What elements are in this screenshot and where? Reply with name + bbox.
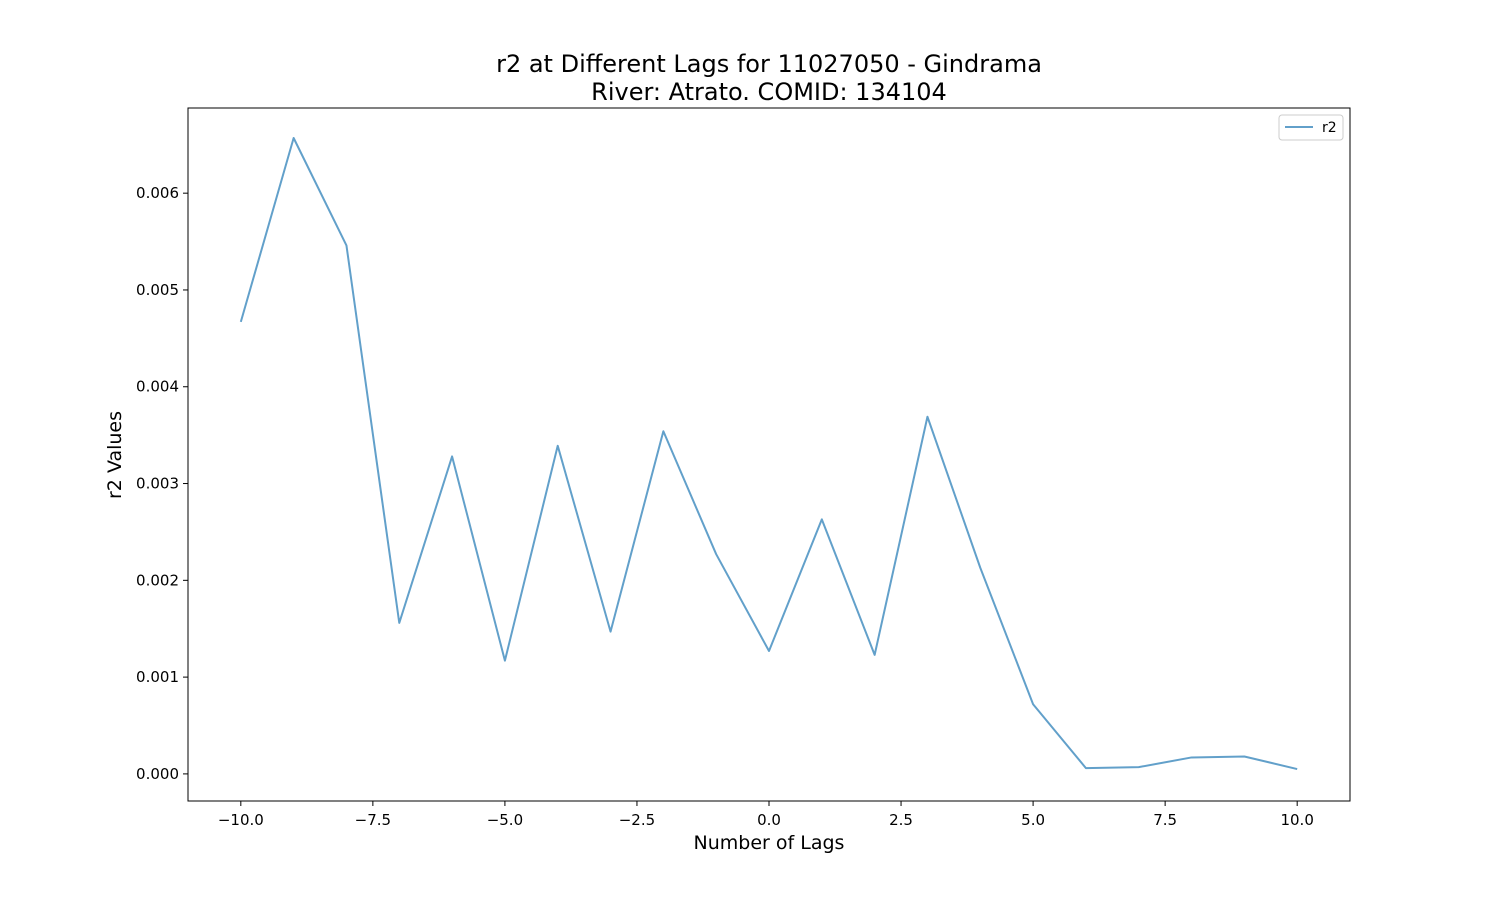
plot-frame [187, 107, 1351, 802]
legend: r2 [1278, 114, 1344, 141]
x-tick-label: −5.0 [487, 811, 523, 829]
y-tick-label: 0.006 [136, 184, 179, 202]
x-tick-label: 0.0 [757, 811, 781, 829]
x-axis: −10.0 −7.5 −5.0 −2.5 0.0 2.5 5.0 7.5 10.0 [218, 801, 1314, 829]
y-tick-label: 0.000 [136, 765, 179, 783]
y-tick-label: 0.001 [136, 668, 179, 686]
x-tick-label: 5.0 [1021, 811, 1045, 829]
plot-area [239, 137, 1298, 771]
y-tick-label: 0.003 [136, 475, 179, 493]
y-tick-label: 0.002 [136, 571, 179, 589]
x-tick-label: −10.0 [218, 811, 264, 829]
chart-title: r2 at Different Lags for 11027050 - Gind… [496, 50, 1042, 78]
x-axis-label: Number of Lags [694, 832, 845, 854]
y-axis-label: r2 Values [104, 411, 126, 499]
x-tick-label: 7.5 [1153, 811, 1177, 829]
x-tick-label: 2.5 [889, 811, 913, 829]
legend-label: r2 [1322, 120, 1337, 136]
y-tick-label: 0.004 [136, 378, 179, 396]
series-line-r2 [239, 137, 1298, 771]
y-tick-label: 0.005 [136, 281, 179, 299]
x-tick-label: 10.0 [1280, 811, 1313, 829]
y-axis: 0.000 0.001 0.002 0.003 0.004 0.005 0.006 [136, 184, 188, 783]
chart-subtitle: River: Atrato. COMID: 134104 [591, 78, 947, 106]
x-tick-label: −2.5 [619, 811, 655, 829]
x-tick-label: −7.5 [355, 811, 391, 829]
